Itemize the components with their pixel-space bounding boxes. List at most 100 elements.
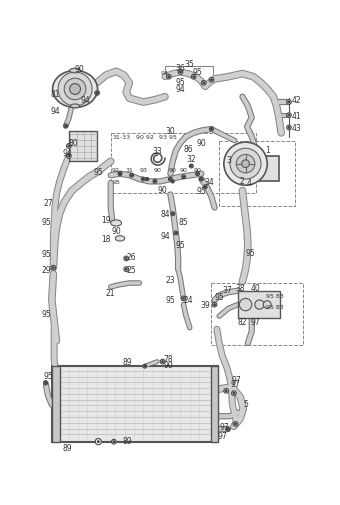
Circle shape <box>119 174 121 175</box>
Circle shape <box>203 185 207 189</box>
Bar <box>238 291 280 318</box>
Text: 94: 94 <box>160 231 170 240</box>
Circle shape <box>230 149 261 180</box>
Text: 95 83: 95 83 <box>266 293 284 298</box>
Text: 42: 42 <box>292 96 302 105</box>
Circle shape <box>153 180 157 184</box>
Bar <box>52 367 218 442</box>
Text: 95: 95 <box>43 371 53 380</box>
Circle shape <box>175 233 176 234</box>
Circle shape <box>201 179 202 180</box>
Circle shape <box>191 75 196 80</box>
Circle shape <box>233 422 238 426</box>
Circle shape <box>174 232 178 235</box>
Ellipse shape <box>53 71 98 108</box>
Circle shape <box>154 181 156 183</box>
Text: 95: 95 <box>245 248 255 257</box>
Circle shape <box>287 126 291 130</box>
Text: 90: 90 <box>180 167 187 172</box>
Circle shape <box>168 77 170 78</box>
Bar <box>52 367 60 442</box>
Circle shape <box>170 179 171 180</box>
Text: 81: 81 <box>50 90 60 99</box>
Circle shape <box>172 181 173 183</box>
Text: 38: 38 <box>235 284 245 292</box>
Text: 94: 94 <box>161 70 169 75</box>
Circle shape <box>211 80 212 81</box>
Text: 3: 3 <box>226 156 231 165</box>
Circle shape <box>168 178 172 182</box>
Text: 90: 90 <box>111 227 121 236</box>
Circle shape <box>225 390 227 392</box>
Text: 84: 84 <box>160 210 170 219</box>
Text: 2: 2 <box>239 177 244 186</box>
Circle shape <box>118 173 122 176</box>
Ellipse shape <box>70 69 81 74</box>
Circle shape <box>171 213 175 216</box>
Text: 24: 24 <box>183 296 193 305</box>
Text: 89: 89 <box>123 358 133 366</box>
Text: 36: 36 <box>175 64 185 73</box>
Text: 95: 95 <box>41 218 51 226</box>
Text: 95: 95 <box>41 250 51 259</box>
Text: 26: 26 <box>127 252 136 261</box>
Text: 18: 18 <box>101 234 111 243</box>
Text: 90: 90 <box>197 139 206 148</box>
Text: 94: 94 <box>80 96 90 105</box>
Circle shape <box>264 301 271 309</box>
Circle shape <box>44 381 48 385</box>
Text: 92: 92 <box>112 167 120 172</box>
Circle shape <box>236 155 255 174</box>
Text: 90: 90 <box>153 167 161 172</box>
Text: 90: 90 <box>163 361 173 370</box>
Text: 95: 95 <box>175 240 185 249</box>
Circle shape <box>58 73 92 107</box>
Text: 95: 95 <box>94 168 103 177</box>
Text: 23: 23 <box>166 275 175 284</box>
Circle shape <box>45 383 46 384</box>
Text: 19: 19 <box>101 216 111 225</box>
Text: 95: 95 <box>166 296 175 305</box>
Text: 31-33: 31-33 <box>113 135 131 140</box>
Circle shape <box>227 429 228 430</box>
Text: 94: 94 <box>51 107 61 116</box>
Circle shape <box>171 180 174 183</box>
Circle shape <box>211 129 212 130</box>
Text: 90: 90 <box>169 167 177 172</box>
Circle shape <box>98 441 99 442</box>
Text: 5: 5 <box>243 399 248 408</box>
Circle shape <box>112 439 116 444</box>
Text: 80: 80 <box>69 138 78 147</box>
Circle shape <box>141 178 145 182</box>
Circle shape <box>239 299 252 311</box>
Text: 1: 1 <box>265 146 270 155</box>
Circle shape <box>64 125 68 129</box>
Circle shape <box>209 128 214 132</box>
Circle shape <box>131 175 132 177</box>
Text: 95: 95 <box>193 68 202 77</box>
Text: 90: 90 <box>74 65 84 74</box>
Circle shape <box>287 100 291 105</box>
Circle shape <box>142 179 144 180</box>
Circle shape <box>68 146 70 147</box>
Bar <box>69 131 97 162</box>
Circle shape <box>255 300 264 310</box>
Circle shape <box>124 267 129 272</box>
Text: 90: 90 <box>158 185 168 194</box>
Circle shape <box>95 439 101 445</box>
Circle shape <box>204 187 206 188</box>
Bar <box>211 367 218 442</box>
Circle shape <box>67 144 71 149</box>
Text: 31: 31 <box>125 167 133 172</box>
Text: 39: 39 <box>200 300 210 310</box>
Text: 25: 25 <box>127 265 136 274</box>
Circle shape <box>144 366 146 367</box>
Ellipse shape <box>70 105 80 109</box>
Circle shape <box>143 365 147 368</box>
Text: 97: 97 <box>251 317 260 326</box>
Text: 97: 97 <box>220 422 230 431</box>
Text: 95: 95 <box>214 293 224 302</box>
Circle shape <box>233 392 235 394</box>
Ellipse shape <box>111 221 122 227</box>
Circle shape <box>193 77 194 78</box>
